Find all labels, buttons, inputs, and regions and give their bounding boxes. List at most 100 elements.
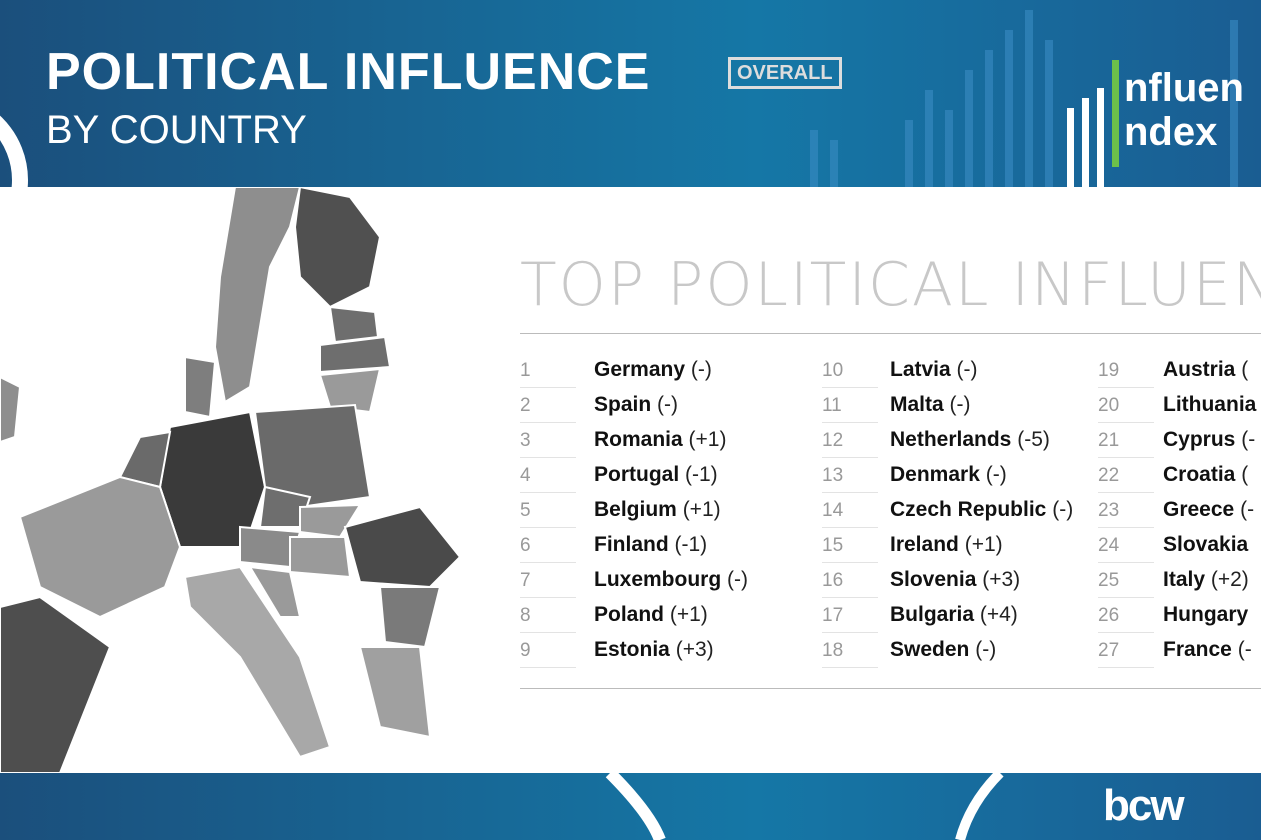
rank-number: 25 (1098, 570, 1154, 598)
rank-change: (+3) (675, 638, 714, 661)
rank-number: 17 (822, 605, 878, 633)
country-name: Czech Republic (890, 498, 1047, 521)
country-name: Sweden (890, 638, 970, 661)
ranking-entry: Lithuania (1163, 393, 1256, 417)
ranking-entry: Cyprus (- (1163, 428, 1255, 452)
country-name: Ireland (890, 533, 959, 556)
ranking-entry: Malta (-) (890, 393, 971, 417)
rank-change: (-1) (674, 533, 708, 556)
rank-change: (-) (1052, 498, 1074, 521)
rank-change: (+2) (1210, 568, 1249, 591)
country-name: Lithuania (1163, 393, 1257, 416)
country-name: Belgium (594, 498, 677, 521)
rank-change: (+1) (964, 533, 1003, 556)
rank-change: (-) (727, 568, 748, 591)
rank-number: 9 (520, 640, 576, 668)
country-name: Bulgaria (890, 603, 975, 626)
country-name: Estonia (594, 638, 670, 661)
rank-change: (-) (690, 358, 712, 381)
rank-number: 13 (822, 465, 878, 493)
rank-number: 26 (1098, 605, 1154, 633)
ranking-entry: Czech Republic (-) (890, 498, 1073, 522)
title: POLITICAL INFLUENCE (46, 43, 651, 101)
rank-number: 7 (520, 570, 576, 598)
country-name: Luxembourg (594, 568, 722, 591)
ranking-entry: Slovakia (1163, 533, 1248, 557)
ranking-entry: Finland (-1) (594, 533, 707, 557)
rank-number: 16 (822, 570, 878, 598)
ranking-entry: Ireland (+1) (890, 533, 1003, 557)
rank-change: (-) (657, 393, 679, 416)
rank-change: (- (1241, 428, 1256, 451)
country-name: Slovenia (890, 568, 977, 591)
ranking-entry: Bulgaria (+4) (890, 603, 1018, 627)
rank-change: (- (1240, 498, 1255, 521)
ranking-entry: Austria ( (1163, 358, 1248, 382)
country-name: Cyprus (1163, 428, 1236, 451)
rank-number: 3 (520, 430, 576, 458)
country-name: Romania (594, 428, 683, 451)
ranking-entry: Luxembourg (-) (594, 568, 748, 592)
rank-change: (-) (985, 463, 1007, 486)
ranking-entry: Slovenia (+3) (890, 568, 1020, 592)
country-name: Finland (594, 533, 669, 556)
ranking-entry: France (- (1163, 638, 1252, 662)
ranking-entry: Belgium (+1) (594, 498, 721, 522)
country-name: Germany (594, 358, 686, 381)
rank-change: (- (1237, 638, 1252, 661)
ranking-entry: Spain (-) (594, 393, 678, 417)
ranking-entry: Greece (- (1163, 498, 1254, 522)
ranking-entry: Netherlands (-5) (890, 428, 1050, 452)
country-name: Malta (890, 393, 944, 416)
rank-number: 2 (520, 395, 576, 423)
ranking-entry: Denmark (-) (890, 463, 1007, 487)
rank-change: (-1) (685, 463, 718, 486)
ranking-entry: Portugal (-1) (594, 463, 718, 487)
footer: bcw (0, 773, 1261, 840)
rank-number: 1 (520, 360, 576, 388)
country-name: Spain (594, 393, 652, 416)
ranking-entry: Romania (+1) (594, 428, 726, 452)
rank-number: 15 (822, 535, 878, 563)
header-decor (0, 10, 1238, 187)
rank-change: (+3) (982, 568, 1021, 591)
rank-change: (-) (975, 638, 997, 661)
rank-change: (-5) (1017, 428, 1050, 451)
rank-change: (+1) (682, 498, 721, 521)
country-name: France (1163, 638, 1232, 661)
header: POLITICAL INFLUENCE OVERALL BY COUNTRY n… (0, 0, 1261, 187)
country-name: Slovakia (1163, 533, 1249, 556)
country-name: Greece (1163, 498, 1235, 521)
rank-number: 14 (822, 500, 878, 528)
country-name: Latvia (890, 358, 951, 381)
country-name: Hungary (1163, 603, 1249, 626)
country-name: Denmark (890, 463, 980, 486)
divider (520, 688, 1261, 689)
ranking-entry: Poland (+1) (594, 603, 708, 627)
rank-change: ( (1241, 463, 1249, 486)
map (0, 187, 462, 773)
rank-number: 20 (1098, 395, 1154, 423)
rank-change: (-) (949, 393, 971, 416)
rank-change: ( (1241, 358, 1249, 381)
badge: OVERALL (728, 57, 842, 89)
ranking-entry: Estonia (+3) (594, 638, 714, 662)
rank-number: 27 (1098, 640, 1154, 668)
ranking-entry: Hungary (1163, 603, 1248, 627)
rank-number: 22 (1098, 465, 1154, 493)
logo-line1: nfluen (1124, 66, 1244, 110)
footer-decor (605, 773, 1004, 840)
rank-number: 19 (1098, 360, 1154, 388)
country-name: Croatia (1163, 463, 1236, 486)
logo-line2: ndex (1124, 110, 1218, 154)
country-name: Italy (1163, 568, 1206, 591)
section-heading: TOP POLITICAL INFLUEN (520, 250, 1261, 320)
rank-number: 24 (1098, 535, 1154, 563)
rank-number: 11 (822, 395, 878, 423)
ranking-entry: Croatia ( (1163, 463, 1248, 487)
ranking-entry: Sweden (-) (890, 638, 996, 662)
ranking-entry: Italy (+2) (1163, 568, 1249, 592)
rank-change: (+1) (688, 428, 727, 451)
rank-number: 12 (822, 430, 878, 458)
